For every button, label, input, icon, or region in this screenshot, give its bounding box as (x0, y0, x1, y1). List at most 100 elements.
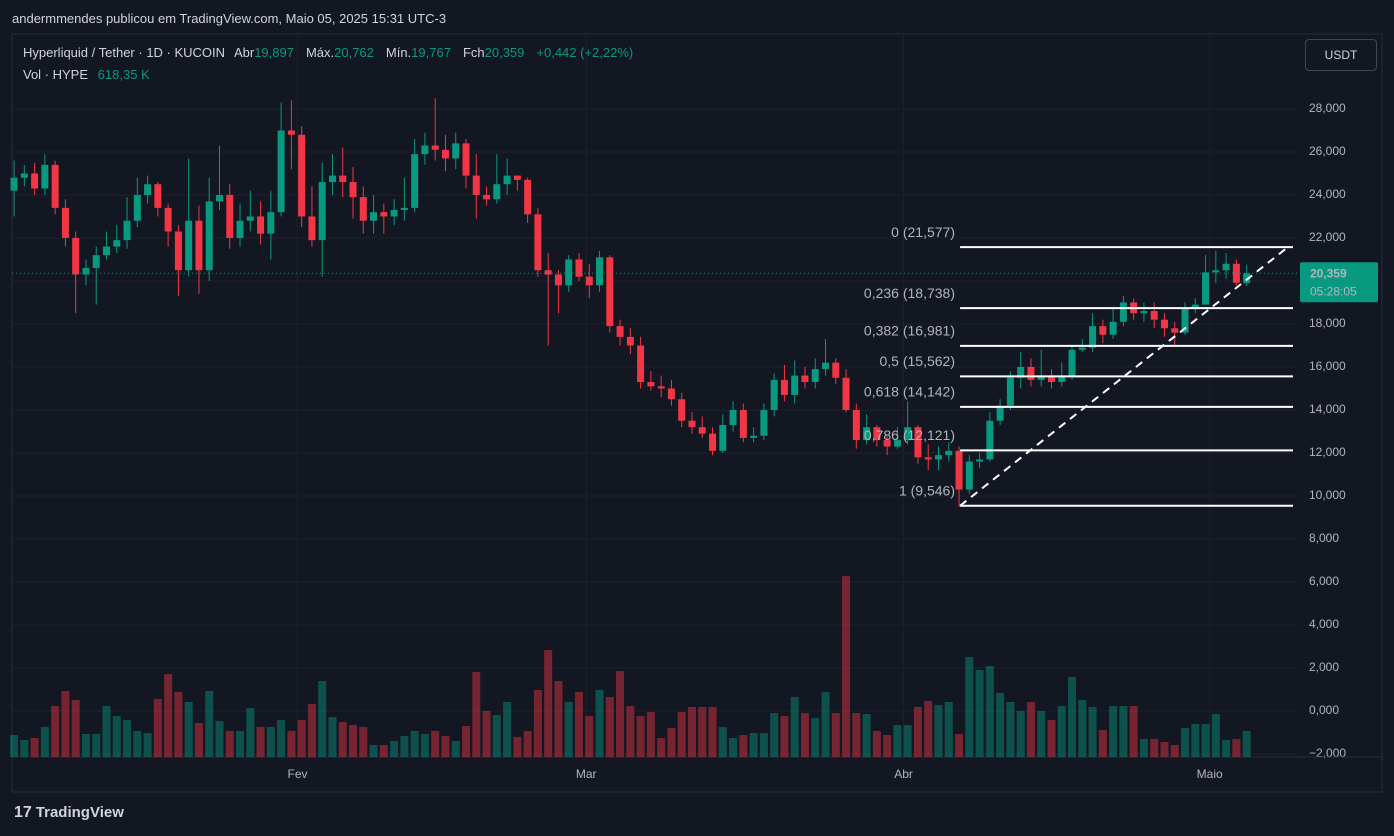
candle-body (1089, 326, 1097, 348)
volume-bar (842, 576, 851, 757)
volume-bar (441, 735, 450, 757)
candle-body (657, 386, 665, 389)
candle-body (267, 212, 275, 234)
legend-item: Fch20,359 (463, 45, 530, 60)
candle-body (637, 345, 645, 383)
volume-bar (708, 707, 717, 757)
volume-bar (975, 669, 984, 757)
candle-body (626, 336, 634, 346)
candle-body (524, 179, 532, 215)
volume-bar (1078, 699, 1087, 757)
volume-bar (1109, 705, 1118, 757)
candle-body (842, 377, 850, 410)
volume-bar (985, 665, 994, 757)
y-tick-label: 8,000 (1309, 531, 1339, 545)
volume-bar (821, 692, 830, 757)
volume-bar (800, 713, 809, 757)
candle-body (102, 246, 110, 256)
volume-bar (523, 730, 532, 757)
legend-value: 19,767 (411, 45, 451, 60)
candle-body (431, 145, 439, 150)
candle-body (493, 184, 501, 200)
volume-bar (71, 699, 80, 757)
volume-bar (236, 730, 245, 757)
candle-body (339, 175, 347, 183)
volume-bar (81, 734, 90, 757)
volume-bar (616, 670, 625, 757)
volume-bar (123, 719, 132, 757)
candle-body (606, 257, 614, 327)
candle-body (986, 420, 994, 460)
candle-body (144, 184, 152, 195)
volume-bar (503, 702, 512, 757)
volume-bar (143, 733, 152, 757)
candle-body (1068, 349, 1076, 376)
volume-bar (266, 727, 275, 757)
candle-body (945, 450, 953, 456)
volume-bar (790, 697, 799, 757)
volume-bar (1160, 742, 1169, 757)
volume-bar (554, 680, 563, 757)
volume-bar (1129, 705, 1138, 757)
volume-bar (482, 710, 491, 757)
candle-body (472, 175, 480, 195)
candle-body (760, 409, 768, 436)
volume-bar (883, 734, 892, 757)
volume-bar (205, 690, 214, 757)
logo: 17 TradingView (14, 804, 124, 821)
volume-bar (924, 700, 933, 757)
candle-body (965, 461, 973, 490)
countdown: 05:28:05 (1310, 284, 1357, 298)
candle-body (616, 326, 624, 337)
volume-bar (1181, 728, 1190, 757)
candle-body (328, 175, 336, 183)
candle-body (873, 427, 881, 441)
volume-bar (472, 672, 481, 757)
y-tick-label: −2,000 (1309, 746, 1346, 760)
candle-body (195, 220, 203, 271)
volume-bar (1242, 731, 1251, 757)
y-tick-label: 12,000 (1309, 445, 1346, 459)
candle-body (914, 427, 922, 458)
volume-bar (307, 704, 316, 757)
volume-bar (287, 730, 296, 757)
y-tick-label: 18,000 (1309, 316, 1346, 330)
candle-body (411, 154, 419, 208)
candle-body (667, 388, 675, 400)
volume-bar (1170, 744, 1179, 757)
y-tick-label: 2,000 (1309, 660, 1339, 674)
candle-body (1160, 319, 1168, 329)
candle-body (955, 450, 963, 490)
candle-body (441, 149, 449, 159)
volume-bar (349, 724, 358, 757)
volume-bar (492, 714, 501, 757)
x-tick-label: Maio (1197, 767, 1223, 781)
volume-bar (256, 727, 265, 757)
volume-bar (420, 734, 429, 757)
candle-body (780, 379, 788, 395)
volume-bar (451, 740, 460, 757)
fib-label: 0 (21,577) (891, 224, 955, 240)
candle-body (1109, 321, 1117, 335)
volume-title: Vol · HYPE (23, 67, 89, 82)
currency-button[interactable]: USDT (1305, 39, 1377, 71)
volume-bar (595, 689, 604, 757)
candle-body (1058, 375, 1066, 383)
volume-bar (1026, 702, 1035, 757)
y-tick-label: 6,000 (1309, 574, 1339, 588)
volume-bar (379, 744, 388, 757)
volume-bar (913, 707, 922, 757)
volume-bar (780, 715, 789, 757)
y-tick-label: 14,000 (1309, 402, 1346, 416)
legend-value: 19,897 (254, 45, 294, 60)
candle-body (359, 197, 367, 221)
volume-bar (20, 739, 29, 757)
candle-body (729, 409, 737, 426)
candle-body (205, 201, 213, 271)
legend-field: Abr (233, 45, 255, 60)
volume-bar (955, 734, 964, 757)
candle-body (719, 425, 727, 451)
candle-body (1243, 273, 1251, 284)
candle-body (257, 216, 265, 234)
